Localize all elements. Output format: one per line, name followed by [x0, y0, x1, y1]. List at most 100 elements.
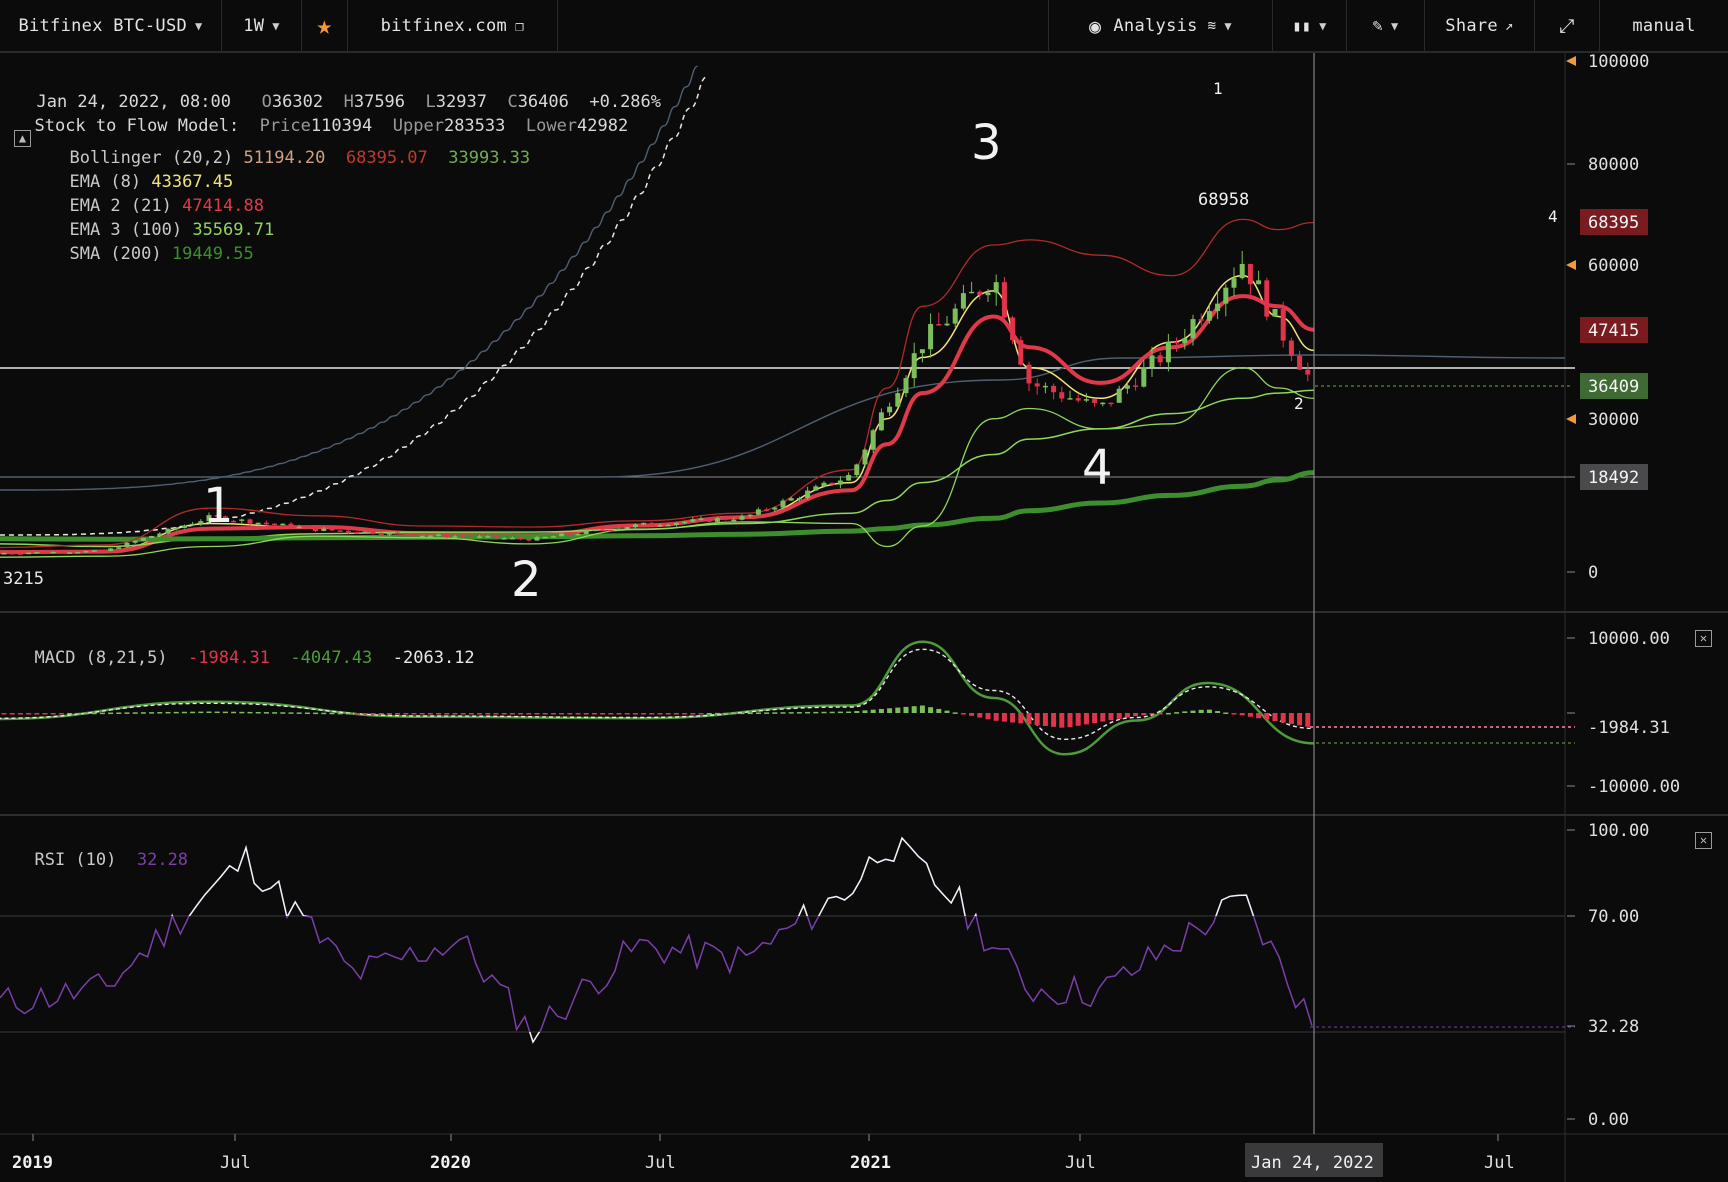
price-axis: 100000 80000 60000 30000 0 — [1566, 52, 1649, 583]
candle-body — [575, 533, 581, 536]
macd-histogram-bar — [534, 713, 540, 715]
candle-body — [1067, 398, 1073, 400]
macd-histogram-bar — [1215, 711, 1221, 713]
candle-body — [665, 524, 671, 527]
candle-body — [362, 531, 368, 534]
wave-label-1[interactable]: 1 — [203, 478, 234, 534]
symbol-selector[interactable]: Bitfinex BTC-USD ▼ — [0, 0, 222, 51]
candle-body — [1001, 282, 1007, 318]
candle-body — [862, 449, 868, 465]
macd-histogram-bar — [272, 712, 278, 714]
macd-histogram-bar — [583, 713, 589, 715]
wave-label-4[interactable]: 4 — [1082, 440, 1113, 496]
alert-marker-icon[interactable] — [1566, 414, 1576, 424]
alert-marker-icon[interactable] — [1566, 260, 1576, 270]
chart-type-button[interactable]: ▮▮ ▼ — [1273, 0, 1347, 51]
candle-body — [1133, 385, 1139, 387]
macd-histogram-bar — [198, 711, 204, 714]
macd-histogram-bar — [1297, 713, 1303, 726]
macd-histogram-bar — [780, 712, 786, 714]
fullscreen-button[interactable]: ⤢ — [1535, 0, 1600, 51]
macd-histogram-bar — [468, 713, 474, 715]
price-tick-label: 100000 — [1588, 52, 1649, 72]
chevron-down-icon: ▼ — [195, 18, 203, 33]
candle-body — [321, 528, 327, 531]
rsi-line — [0, 836, 1313, 1044]
macd-histogram-bar — [280, 712, 286, 714]
macd-tick-label: -10000.00 — [1588, 777, 1680, 797]
candle-body — [222, 516, 228, 521]
macd-histogram-bar — [616, 713, 622, 715]
share-label: Share — [1445, 15, 1498, 36]
interval-selector[interactable]: 1W ▼ — [222, 0, 302, 51]
macd-histogram-bar — [411, 713, 417, 715]
wave-label-2[interactable]: 2 — [511, 552, 542, 608]
macd-histogram-bar — [231, 711, 237, 714]
collapse-indicators-icon[interactable]: ▲ — [14, 130, 31, 147]
draw-tools-button[interactable]: ✎ ▼ — [1347, 0, 1425, 51]
close-rsi-icon[interactable]: ✕ — [1695, 832, 1712, 849]
bollinger-name: Bollinger (20,2) — [69, 148, 234, 168]
macd-histogram-bar — [682, 713, 688, 715]
candle-body — [452, 536, 458, 538]
s2f-price-line — [0, 354, 1566, 478]
rsi-legend[interactable]: RSI (10) 32.28 — [14, 830, 188, 870]
macd-histogram-bar — [149, 712, 155, 714]
share-button[interactable]: Share ↗ — [1425, 0, 1535, 51]
candle-body — [1059, 392, 1065, 399]
macd-histogram-bar — [239, 711, 245, 714]
ema2-legend[interactable]: EMA 2 (21) 47414.88 — [49, 176, 264, 216]
candle-body — [149, 535, 155, 539]
mode-selector[interactable]: manual — [1600, 0, 1728, 51]
ema1-legend[interactable]: EMA (8) 43367.45 — [49, 152, 233, 192]
macd-histogram-bar — [952, 712, 958, 714]
bollinger-legend[interactable]: Bollinger (20,2) 51194.20 68395.07 33993… — [49, 128, 530, 168]
price-badge — [1580, 373, 1648, 399]
close-value: 36406 — [517, 92, 569, 112]
candle-body — [493, 536, 499, 539]
macd-histogram-bar — [165, 711, 171, 714]
close-macd-icon[interactable]: ✕ — [1695, 630, 1712, 647]
wave-label-small-2[interactable]: 2 — [1294, 394, 1304, 413]
alert-marker-icon[interactable] — [1566, 56, 1576, 66]
wave-label-small-1[interactable]: 1 — [1213, 79, 1223, 98]
candle-body — [919, 349, 925, 354]
candle-body — [288, 523, 294, 528]
favorite-button[interactable]: ★ — [302, 0, 348, 51]
site-link[interactable]: bitfinex.com ❐ — [348, 0, 558, 51]
candle-body — [526, 539, 532, 541]
candle-body — [649, 522, 655, 526]
macd-signal-line — [0, 648, 1315, 741]
analysis-button[interactable]: ◉ Analysis ≋ ▼ — [1048, 0, 1273, 51]
macd-histogram-bar — [190, 711, 196, 714]
macd-histogram-bar — [206, 711, 212, 714]
macd-series-group — [0, 640, 1315, 756]
candle-body — [1231, 278, 1237, 288]
s2f-lower: 42982 — [577, 116, 629, 136]
macd-legend[interactable]: MACD (8,21,5) -1984.31 -4047.43 -2063.12 — [14, 628, 474, 668]
macd-histogram-bar — [460, 713, 466, 715]
macd-histogram-bar — [1124, 713, 1130, 718]
candle-body — [895, 393, 901, 407]
macd-histogram-bar — [1264, 713, 1270, 720]
macd-histogram-bar — [1075, 713, 1081, 726]
star-icon: ★ — [316, 10, 333, 41]
candle-body — [960, 293, 966, 309]
wave-label-3[interactable]: 3 — [971, 115, 1002, 171]
macd-histogram-bar — [345, 712, 351, 715]
chevron-down-icon: ▼ — [1391, 18, 1399, 33]
candle-body — [1256, 280, 1262, 285]
ema3-legend[interactable]: EMA 3 (100) 35569.71 — [49, 200, 274, 240]
candle-body — [1174, 341, 1180, 344]
macd-histogram-bar — [1280, 713, 1286, 723]
ema3-name: EMA 3 (100) — [69, 220, 183, 240]
candle-body — [657, 525, 663, 527]
wave-label-small-4[interactable]: 4 — [1548, 207, 1558, 226]
macd-histogram-bar — [1288, 713, 1294, 724]
candle-body — [477, 536, 483, 538]
macd-histogram-bar — [969, 713, 975, 716]
candle-body — [1108, 402, 1114, 405]
candle-body — [83, 551, 89, 553]
sma-legend[interactable]: SMA (200) 19449.55 — [49, 224, 253, 264]
